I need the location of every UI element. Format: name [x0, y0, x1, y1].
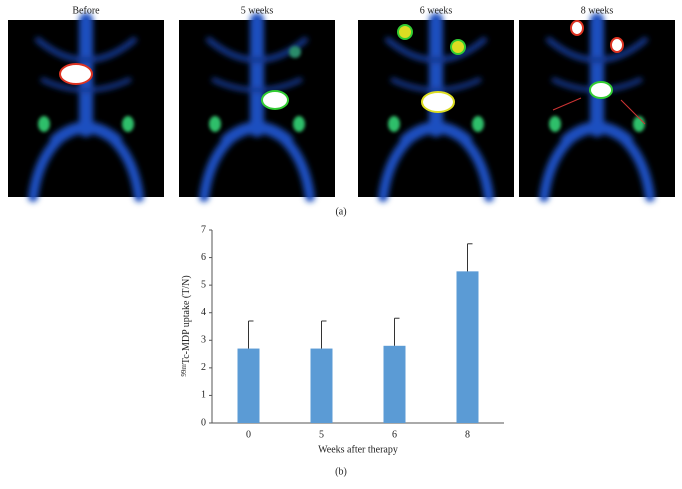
bar — [456, 271, 479, 423]
bar — [383, 345, 406, 423]
x-tick-label: 6 — [392, 429, 397, 440]
y-tick-label: 5 — [201, 279, 206, 290]
x-tick-label: 0 — [246, 429, 251, 440]
y-tick-label: 7 — [201, 224, 206, 235]
y-axis-title-main: Tc-MDP uptake (T/N) — [181, 275, 192, 364]
scan-before — [8, 20, 164, 197]
image-label: 8 weeks — [581, 5, 614, 16]
y-tick-label: 1 — [201, 390, 206, 401]
bar — [237, 348, 260, 423]
bar — [310, 348, 333, 423]
x-tick-label: 5 — [319, 429, 324, 440]
image-label: 6 weeks — [420, 5, 453, 16]
scan-8-weeks — [519, 20, 675, 197]
panel-label: (b) — [335, 466, 347, 477]
y-tick-label: 4 — [201, 307, 206, 318]
image-label: Before — [72, 5, 100, 16]
y-axis-title: 99mTc-MDP uptake (T/N) — [180, 275, 193, 376]
y-tick-label: 6 — [201, 252, 206, 263]
scan-5-weeks — [179, 20, 335, 197]
scan-6-weeks — [358, 20, 514, 197]
y-tick-label: 0 — [201, 417, 206, 428]
y-axis-title-sup: 99m — [180, 364, 188, 377]
y-tick-label: 2 — [201, 362, 206, 373]
x-axis-title: Weeks after therapy — [318, 444, 398, 455]
panel-label: (a) — [335, 206, 346, 217]
y-tick-label: 3 — [201, 335, 206, 346]
x-tick-label: 8 — [465, 429, 470, 440]
image-label: 5 weeks — [241, 5, 274, 16]
